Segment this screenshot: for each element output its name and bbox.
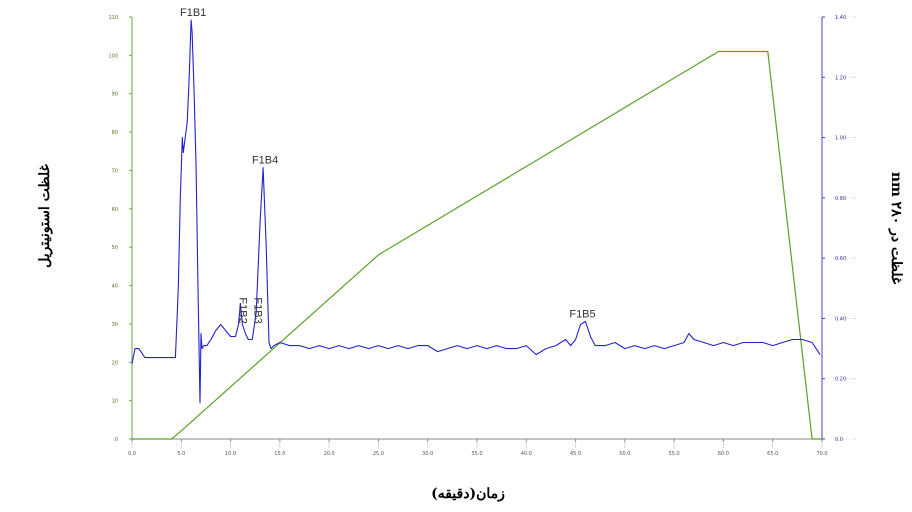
right-tick-label: 0.80 xyxy=(835,196,846,202)
left-tick-label: 20 xyxy=(112,360,118,366)
x-tick-label: 50.0 xyxy=(619,451,630,457)
x-tick-label: 35.0 xyxy=(471,451,482,457)
right-tick-label: 0.0 xyxy=(835,437,843,443)
left-tick-label: 30 xyxy=(112,322,118,328)
right-tick-label: 1.20 xyxy=(835,75,846,81)
left-tick-label: 10 xyxy=(112,399,118,405)
plot-frame xyxy=(131,17,823,440)
left-tick-label: 90 xyxy=(112,92,118,98)
x-tick-label: 65.0 xyxy=(767,451,778,457)
x-axis-ticks: 0.0 5.0 10.0 15.0 20.0 25.0 30.0 35.0 40.0 45.0 50… xyxy=(128,439,828,457)
acetonitrile-series-line xyxy=(132,50,822,440)
peak-label: F1B5 xyxy=(569,308,595,320)
peak-label: F1B2 xyxy=(237,297,249,323)
left-axis-title: غلظت استونیتریل xyxy=(37,163,53,267)
right-axis-title: غلظت در nm ۲۸۰ xyxy=(888,172,904,285)
right-axis-ticks: 0.0 0.20 0.40 0.60 0.80 1.00 1.20 1.40 xyxy=(822,15,846,443)
x-tick-label: 60.0 xyxy=(718,451,729,457)
left-tick-label: 100 xyxy=(108,53,118,59)
right-tick-label: 1.00 xyxy=(835,136,846,142)
x-tick-label: 5.0 xyxy=(177,451,185,457)
left-tick-label: 70 xyxy=(112,168,118,174)
x-tick-label: 25.0 xyxy=(373,451,384,457)
x-tick-label: 40.0 xyxy=(521,451,532,457)
x-tick-label: 30.0 xyxy=(422,451,433,457)
left-tick-label: 50 xyxy=(112,245,118,251)
x-tick-label: 15.0 xyxy=(274,451,285,457)
series-group xyxy=(131,19,822,440)
left-axis-ticks: 0 10 20 30 40 50 60 70 80 90 100 110 xyxy=(108,15,132,443)
x-tick-label: 70.0 xyxy=(816,451,827,457)
x-tick-label: 0.0 xyxy=(128,451,136,457)
plot-grid xyxy=(131,16,856,449)
right-tick-label: 0.20 xyxy=(835,377,846,383)
right-tick-label: 0.40 xyxy=(835,316,846,322)
x-tick-label: 55.0 xyxy=(669,451,680,457)
x-tick-label: 10.0 xyxy=(225,451,236,457)
x-tick-label: 45.0 xyxy=(570,451,581,457)
left-tick-label: 60 xyxy=(112,207,118,213)
left-tick-label: 80 xyxy=(112,130,118,136)
left-tick-label: 40 xyxy=(112,284,118,290)
x-tick-label: 20.0 xyxy=(324,451,335,457)
peak-label: F1B4 xyxy=(252,155,278,167)
left-tick-label: 0 xyxy=(115,437,118,443)
peak-label: F1B3 xyxy=(251,297,263,323)
x-axis-title: زمان(دقیقه) xyxy=(431,486,505,502)
left-tick-label: 110 xyxy=(108,15,118,21)
peak-label: F1B1 xyxy=(180,7,206,19)
peak-annotations: F1B1 F1B4 F1B2 F1B3 F1B5 xyxy=(180,7,596,324)
right-tick-label: 0.60 xyxy=(835,256,846,262)
right-tick-label: 1.40 xyxy=(835,15,846,21)
absorbance-series-line xyxy=(131,19,821,404)
